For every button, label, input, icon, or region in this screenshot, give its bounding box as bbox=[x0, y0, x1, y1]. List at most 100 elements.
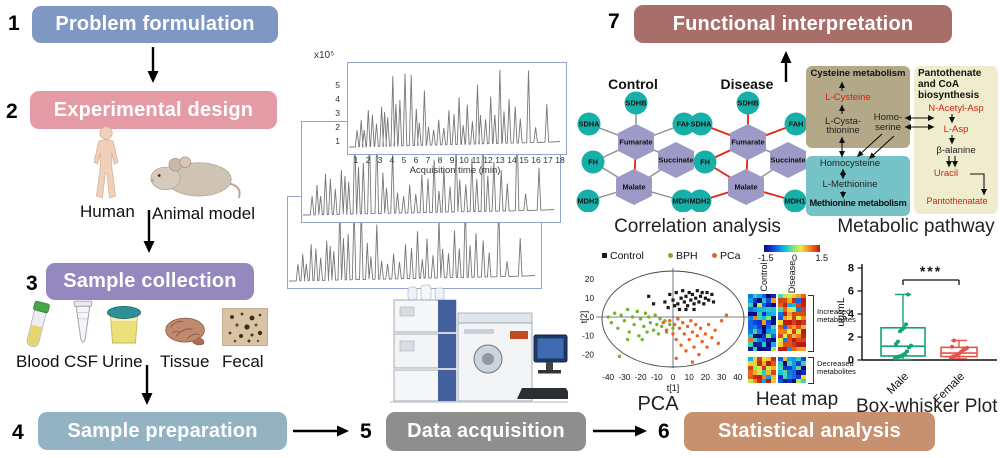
heatmap-caption: Heat map bbox=[755, 389, 839, 410]
chromatogram-trace-middle bbox=[302, 128, 555, 216]
pantothenate-title-3: biosynthesis bbox=[918, 90, 980, 101]
pca-scores-plot: -40 -30 -20 -10 0 10 20 30 40 20 10 0 -10 -20 t[1] t[2] bbox=[579, 268, 750, 393]
heatmap-block-bottom-disease bbox=[778, 357, 806, 384]
heatmap-column-label-disease: Disease bbox=[787, 260, 797, 294]
step-2-box: Experimental design bbox=[30, 91, 277, 129]
svg-text:t[2]: t[2] bbox=[579, 311, 589, 324]
heatmap-colorbar-ticks: -1.5 0 1.5 bbox=[758, 253, 828, 263]
chromatogram-x-axis-label: Acquisition time (min) bbox=[409, 165, 501, 176]
svg-text:-20: -20 bbox=[582, 350, 594, 359]
svg-text:10: 10 bbox=[685, 373, 695, 382]
l-methionine-label: L-Methionine bbox=[822, 179, 878, 190]
svg-text:SDHB: SDHB bbox=[738, 99, 759, 108]
step-6-number: 6 bbox=[658, 420, 670, 443]
svg-text:MDH1: MDH1 bbox=[785, 197, 806, 206]
animal-model-label: Animal model bbox=[152, 204, 255, 223]
n-acetyl-asp-label: N-Acetyl-Asp bbox=[928, 103, 984, 114]
step-4-number: 4 bbox=[12, 421, 24, 444]
homoserine-label-1: Homo- bbox=[873, 112, 903, 123]
svg-text:SDHB: SDHB bbox=[626, 99, 647, 108]
brain-icon bbox=[165, 317, 205, 346]
svg-text:FAH: FAH bbox=[789, 120, 804, 129]
svg-text:-30: -30 bbox=[618, 373, 630, 382]
heatmap-label-decreased: Decreased metabolites bbox=[817, 359, 856, 377]
svg-text:0: 0 bbox=[671, 373, 676, 382]
svg-text:***: *** bbox=[920, 263, 942, 279]
step-7-box: Functional interpretation bbox=[634, 5, 952, 43]
svg-text:MDH2: MDH2 bbox=[578, 197, 599, 206]
pca-caption: PCA bbox=[637, 393, 679, 415]
arrow-step1-to-step2 bbox=[147, 47, 159, 83]
arrow-step5-to-step6 bbox=[593, 425, 647, 437]
arrow-step4-to-step5 bbox=[293, 425, 349, 437]
pca-legend-control-marker bbox=[602, 253, 607, 258]
step-5-number: 5 bbox=[360, 420, 372, 443]
svg-text:8: 8 bbox=[848, 263, 854, 275]
pantothenate-title-2: and CoA bbox=[918, 79, 960, 90]
human-label: Human bbox=[80, 202, 135, 221]
svg-text:Malate: Malate bbox=[734, 183, 757, 192]
heatmap-bracket-decreased bbox=[808, 357, 814, 384]
chromatogram-trace-back bbox=[288, 203, 536, 282]
svg-text:FH: FH bbox=[588, 158, 598, 167]
correlation-caption: Correlation analysis bbox=[614, 216, 781, 237]
svg-text:Fumarate: Fumarate bbox=[619, 138, 652, 147]
methionine-title: Methionine metabolism bbox=[809, 198, 907, 208]
heatmap-block-top-disease bbox=[778, 294, 806, 352]
heatmap-label-increased: Increased metabolites bbox=[817, 307, 856, 325]
svg-text:t[1]: t[1] bbox=[667, 383, 680, 393]
sample-label-blood: Blood bbox=[16, 352, 60, 371]
step-3-number: 3 bbox=[26, 272, 38, 295]
arrow-to-step7 bbox=[780, 51, 792, 82]
l-cystathionine-label-2: thionine bbox=[826, 125, 860, 136]
network-title-disease: Disease bbox=[720, 76, 774, 92]
heatmap-block-top-control bbox=[748, 294, 776, 352]
pca-legend-control: Control bbox=[602, 250, 644, 262]
cysteine-title: Cysteine metabolism bbox=[810, 68, 906, 79]
sample-label-csf: CSF bbox=[64, 352, 98, 371]
sample-label-urine: Urine bbox=[102, 352, 143, 371]
chromatogram-trace-front bbox=[348, 69, 561, 148]
methionine-metabolism-box bbox=[806, 156, 910, 216]
heatmap-colorbar bbox=[764, 245, 820, 252]
svg-text:MDH1: MDH1 bbox=[673, 197, 694, 206]
svg-text:-20: -20 bbox=[635, 373, 647, 382]
svg-text:0: 0 bbox=[589, 313, 594, 322]
l-cysteine-label: L-Cysteine bbox=[825, 92, 871, 103]
arrow-step3-to-step4 bbox=[141, 365, 153, 405]
network-title-control: Control bbox=[608, 76, 658, 92]
step-3-box: Sample collection bbox=[46, 263, 254, 300]
csf-tube-icon bbox=[73, 300, 93, 343]
svg-text:4: 4 bbox=[848, 309, 855, 321]
svg-text:Succinate: Succinate bbox=[659, 156, 694, 165]
blood-tube-icon bbox=[26, 300, 50, 348]
boxplot-caption: Box-whisker Plot bbox=[856, 396, 998, 417]
step-1-number: 1 bbox=[8, 12, 20, 35]
svg-text:Succinate: Succinate bbox=[771, 156, 806, 165]
step-1-box: Problem formulation bbox=[32, 6, 278, 43]
svg-text:20: 20 bbox=[585, 275, 595, 284]
urine-cup-icon bbox=[107, 306, 141, 344]
fecal-sample-icon bbox=[222, 308, 268, 346]
correlation-network-disease: SDHB SDHA FAH Fumarate FH Succinate Malate MDH2… bbox=[688, 91, 808, 212]
sample-label-fecal: Fecal bbox=[222, 352, 264, 371]
svg-text:2: 2 bbox=[848, 332, 854, 344]
pantothenate-title-1: Pantothenate bbox=[918, 68, 982, 79]
svg-text:30: 30 bbox=[717, 373, 727, 382]
lcms-instrument-image bbox=[390, 284, 568, 403]
pca-legend-pca-marker bbox=[712, 253, 717, 258]
chromatogram-x-ticks: 1 2 3 4 5 6 7 8 9 10 11 12 13 14 15 16 17 18 bbox=[353, 155, 565, 165]
svg-text:40: 40 bbox=[733, 373, 743, 382]
svg-text:ug/mL: ug/mL bbox=[835, 297, 847, 326]
svg-text:Male: Male bbox=[885, 371, 911, 397]
svg-text:SDHA: SDHA bbox=[691, 120, 713, 129]
svg-text:-40: -40 bbox=[602, 373, 614, 382]
svg-text:FH: FH bbox=[700, 158, 710, 167]
l-cystathionine-label-1: L-Cysta- bbox=[825, 116, 861, 127]
correlation-network-control: SDHB SDHA FAH Fumarate FH Succinate Malate MDH2… bbox=[576, 91, 696, 212]
pca-legend-bph-marker bbox=[668, 253, 673, 258]
step-2-number: 2 bbox=[6, 100, 18, 123]
chromatogram-unit-label: x10⁵ bbox=[314, 50, 335, 61]
